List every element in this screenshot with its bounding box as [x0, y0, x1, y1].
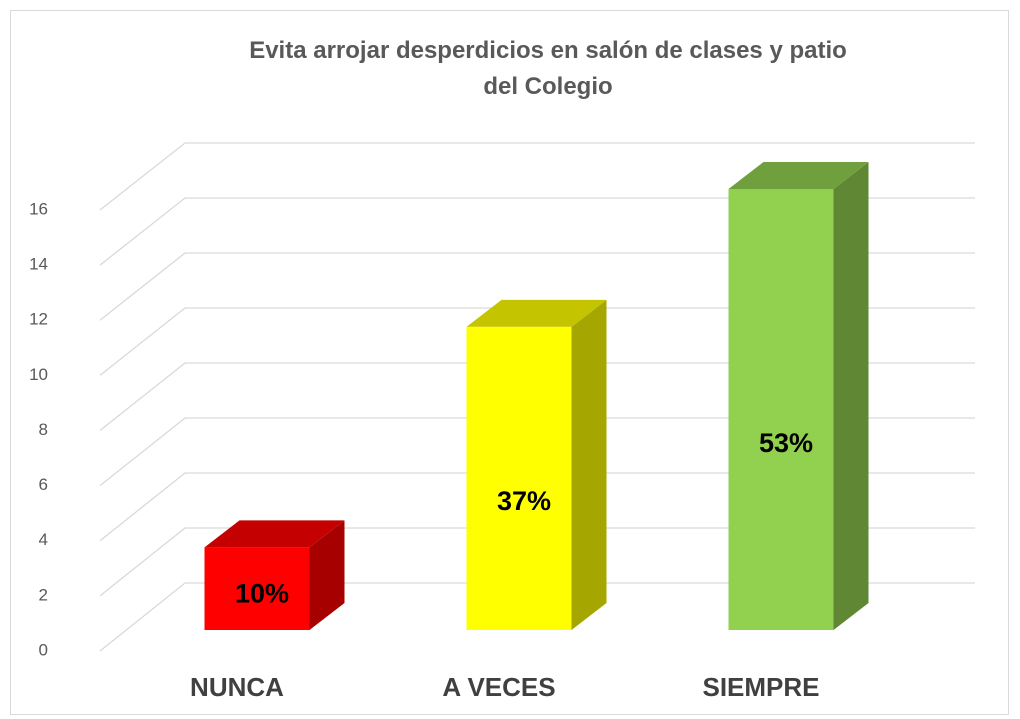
- bar-side: [571, 299, 607, 630]
- x-tick-label: NUNCA: [190, 672, 284, 702]
- bar: [204, 547, 310, 630]
- bar-top: [466, 299, 607, 327]
- bar-side: [309, 520, 345, 630]
- grid-line: [99, 472, 975, 542]
- y-tick-label: 10: [29, 365, 48, 384]
- grid-line: [99, 582, 975, 652]
- y-tick-label: 16: [29, 199, 48, 218]
- grid-line: [99, 307, 975, 376]
- grid-line: [99, 362, 975, 432]
- y-tick-label: 14: [29, 255, 48, 274]
- y-tick-label: 0: [39, 640, 48, 659]
- x-tick-label: A VECES: [442, 672, 555, 702]
- chart-title: Evita arrojar desperdicios en salón de c…: [249, 37, 847, 100]
- bar: [728, 189, 834, 630]
- data-label: 53%: [759, 428, 813, 458]
- y-tick-label: 6: [39, 475, 48, 494]
- bar-side: [833, 162, 869, 630]
- bar: [466, 326, 572, 630]
- data-label: 37%: [497, 486, 551, 516]
- y-tick-label: 4: [39, 530, 48, 549]
- grid-line: [99, 142, 975, 211]
- grid-line: [99, 417, 975, 487]
- bar-top: [728, 162, 869, 189]
- y-tick-label: 8: [39, 420, 48, 439]
- y-tick-label: 12: [29, 310, 48, 329]
- grid-line: [99, 197, 975, 266]
- y-tick-label: 2: [39, 585, 48, 604]
- grid-line: [99, 527, 975, 597]
- grid-line: [99, 252, 975, 321]
- data-label: 10%: [235, 578, 289, 608]
- x-tick-label: SIEMPRE: [702, 672, 819, 702]
- bar-top: [204, 520, 345, 548]
